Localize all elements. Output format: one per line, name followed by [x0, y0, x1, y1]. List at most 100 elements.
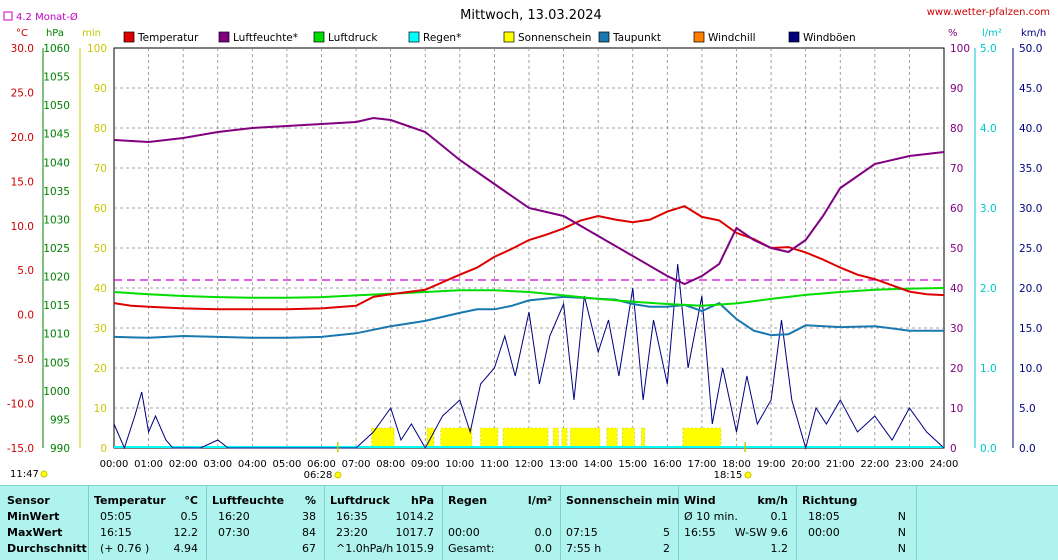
left-axis-tick-label: 1050 — [43, 100, 70, 112]
x-tick-label: 21:00 — [826, 459, 855, 470]
dir-value: N — [897, 510, 906, 523]
right-axis-tick-label: 5.0 — [980, 43, 997, 55]
sun-time-label: 06:28 — [304, 470, 333, 481]
left-axis-tick-label: 90 — [94, 83, 107, 95]
x-tick-label: 20:00 — [791, 459, 820, 470]
right-axis-tick-label: 15.0 — [1019, 323, 1042, 335]
dir-time: 18:05 — [808, 510, 840, 523]
table-column-divider — [206, 486, 207, 560]
sun-value: 5 — [663, 526, 670, 539]
sun-value: 2 — [663, 542, 670, 555]
right-axis-tick-label: 0.0 — [980, 443, 997, 455]
left-axis-tick-label: 1015 — [43, 300, 70, 312]
temp-value: 4.94 — [173, 542, 199, 555]
right-axis-tick-label: 60 — [950, 203, 963, 215]
x-tick-label: 13:00 — [549, 459, 578, 470]
sun-icon — [744, 471, 752, 479]
left-axis-tick-label: -15.0 — [7, 443, 34, 455]
right-axis-tick-label: 1.0 — [980, 363, 997, 375]
x-tick-label: 11:00 — [480, 459, 509, 470]
legend-swatch — [408, 31, 420, 43]
header-direction: Richtung — [802, 494, 858, 507]
header-rain-unit: l/m² — [527, 494, 552, 507]
stats-table: Sensor Temperatur °C Luftfeuchte% Luftdruck h… — [0, 485, 1058, 560]
left-axis-tick-label: 1010 — [43, 329, 70, 341]
table-column-divider — [442, 486, 443, 560]
table-column-divider — [324, 486, 325, 560]
sunshine-bar — [682, 427, 722, 448]
header-temp-unit: °C — [184, 494, 198, 507]
table-column-divider — [678, 486, 679, 560]
left-axis-tick-label: 1060 — [43, 43, 70, 55]
left-axis-unit: °C — [16, 28, 28, 39]
right-axis-tick-label: 40 — [950, 283, 963, 295]
legend-swatch — [598, 31, 610, 43]
left-axis-tick-label: 990 — [50, 443, 70, 455]
left-axis-tick-label: 1025 — [43, 243, 70, 255]
right-axis-tick-label: 70 — [950, 163, 963, 175]
x-tick-label: 03:00 — [203, 459, 232, 470]
temp-value: 12.2 — [173, 526, 199, 539]
wind-gusts-line — [113, 263, 945, 450]
header-wind: Wind — [684, 494, 716, 507]
table-column-divider — [560, 486, 561, 560]
left-axis-tick-label: 30 — [94, 323, 107, 335]
hum-value: 38 — [302, 510, 316, 523]
row-label: Durchschnitt — [7, 542, 87, 555]
hum-value: 67 — [302, 542, 316, 555]
left-axis-tick-label: 30.0 — [11, 43, 34, 55]
sunshine-bar — [606, 427, 618, 448]
monthly-avg-icon — [3, 11, 13, 21]
header-hum-unit: % — [304, 494, 316, 507]
x-tick-label: 16:00 — [653, 459, 682, 470]
x-tick-label: 08:00 — [376, 459, 405, 470]
right-axis-tick-label: 100 — [950, 43, 970, 55]
chart-axes: 00:00 01:00 02:00 03:00 04:00 05:00 06:00 07:00… — [7, 28, 1046, 481]
right-axis-tick-label: 3.0 — [980, 203, 997, 215]
chart-grid — [113, 47, 945, 449]
weather-chart: 00:00 01:00 02:00 03:00 04:00 05:00 06:00 07:00… — [3, 7, 1050, 481]
x-tick-label: 12:00 — [515, 459, 544, 470]
right-axis-tick-label: 90 — [950, 83, 963, 95]
right-axis-unit: % — [948, 28, 958, 39]
sunshine-bar — [561, 427, 568, 448]
right-axis-tick-label: 80 — [950, 123, 963, 135]
chart-legend: Temperatur Luftfeuchte* Luftdruck Regen* Son… — [123, 31, 856, 44]
x-tick-label: 22:00 — [860, 459, 889, 470]
left-axis-tick-label: 1005 — [43, 357, 70, 369]
left-axis-tick-label: 60 — [94, 203, 107, 215]
x-tick-label: 17:00 — [688, 459, 717, 470]
left-axis-tick-label: 1030 — [43, 214, 70, 226]
dir-value: N — [897, 542, 906, 555]
press-time: 16:35 — [336, 510, 368, 523]
temp-value: 0.5 — [180, 510, 199, 523]
sunshine-bar — [440, 427, 473, 448]
press-value: 1014.2 — [395, 510, 435, 523]
table-column-divider — [916, 486, 917, 560]
legend-label: Windchill — [708, 32, 756, 44]
right-axis-tick-label: 20.0 — [1019, 283, 1042, 295]
x-tick-label: 19:00 — [757, 459, 786, 470]
left-axis-tick-label: 1040 — [43, 157, 70, 169]
x-tick-label: 14:00 — [584, 459, 613, 470]
right-axis-tick-label: 10.0 — [1019, 363, 1042, 375]
rain-value: 0.0 — [534, 526, 553, 539]
row-label: MinWert — [7, 510, 60, 523]
header-humidity: Luftfeuchte — [212, 494, 285, 507]
x-tick-label: 23:00 — [895, 459, 924, 470]
legend-swatch — [313, 31, 325, 43]
left-axis-tick-label: 5.0 — [17, 265, 34, 277]
header-wind-unit: km/h — [757, 494, 788, 507]
right-axis-tick-label: 4.0 — [980, 123, 997, 135]
hum-time: 07:30 — [218, 526, 250, 539]
sunshine-bar — [622, 427, 635, 448]
sun-icon — [40, 470, 48, 478]
left-axis-tick-label: 1020 — [43, 272, 70, 284]
legend-swatch — [693, 31, 705, 43]
source-link[interactable]: www.wetter-pfalzen.com — [927, 7, 1050, 18]
header-temperature: Temperatur — [94, 494, 166, 507]
x-tick-label: 18:00 — [722, 459, 751, 470]
pressure-line — [113, 287, 945, 307]
left-axis-tick-label: 1045 — [43, 129, 70, 141]
left-axis-tick-label: 70 — [94, 163, 107, 175]
